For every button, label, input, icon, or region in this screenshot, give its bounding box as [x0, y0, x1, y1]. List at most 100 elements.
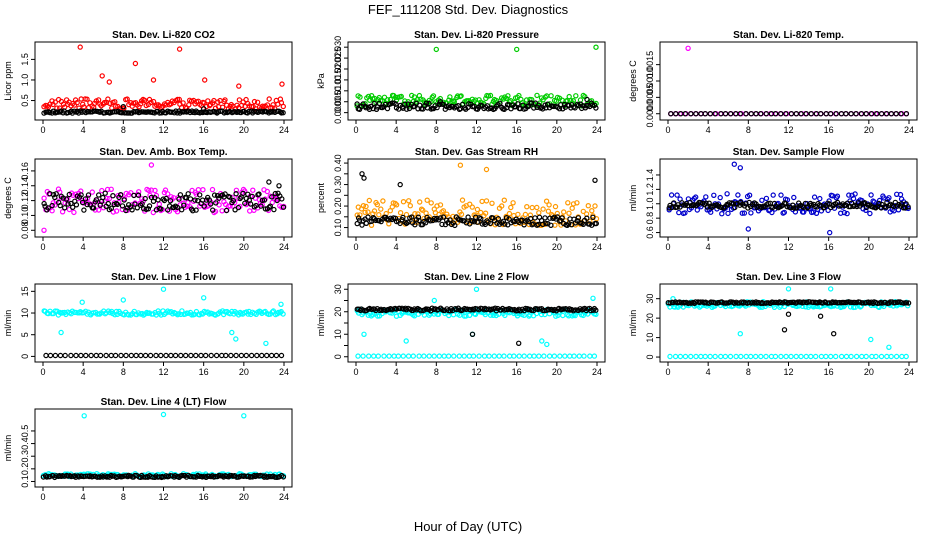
data-point [852, 191, 858, 197]
data-point [178, 352, 184, 359]
data-point [886, 344, 892, 350]
data-point [120, 297, 127, 303]
x-tick-label: 12 [158, 492, 168, 502]
data-point [572, 105, 578, 111]
data-point [583, 211, 590, 217]
data-point [510, 200, 516, 206]
data-point [93, 197, 100, 203]
y-tick-label: 1.4 [645, 169, 655, 182]
data-point [693, 110, 699, 117]
panels-group: Stan. Dev. Li-820 CO2 Licor ppm 0 4 8 12 16 20 2… [3, 30, 918, 502]
data-point [733, 353, 739, 360]
data-point [63, 196, 70, 202]
data-point [112, 352, 119, 359]
data-point [395, 353, 402, 359]
data-point [516, 353, 522, 359]
data-point [484, 103, 490, 109]
data-point [85, 192, 92, 198]
data-point [669, 204, 675, 211]
data-point [111, 108, 118, 115]
data-point [368, 92, 375, 99]
x-tick-label: 12 [158, 125, 168, 135]
data-point [482, 210, 489, 216]
data-point [82, 196, 89, 202]
data-point [574, 101, 581, 108]
data-point [688, 110, 694, 117]
data-point [133, 352, 139, 359]
data-point [83, 352, 89, 359]
data-point [88, 352, 94, 359]
data-point [356, 217, 363, 223]
x-tick-label: 24 [279, 242, 289, 252]
data-point [266, 96, 272, 102]
data-point [491, 353, 497, 359]
data-point [150, 98, 157, 105]
data-point [254, 352, 260, 359]
data-point [539, 338, 545, 344]
panel-title: Stan. Dev. Line 4 (LT) Flow [101, 397, 227, 408]
x-tick-label: 16 [824, 242, 834, 252]
data-point [426, 353, 432, 359]
data-point [456, 353, 462, 359]
data-point [770, 192, 776, 198]
data-point [201, 77, 208, 83]
x-tick-label: 16 [512, 367, 522, 377]
data-point [182, 352, 189, 359]
data-point [676, 209, 682, 216]
data-point [280, 204, 287, 210]
data-point [778, 192, 784, 198]
x-tick-label: 8 [434, 367, 439, 377]
data-point [250, 187, 256, 193]
data-point [393, 306, 400, 312]
data-point [405, 219, 411, 225]
data-point [202, 352, 209, 359]
data-point [873, 353, 879, 360]
panel-frame [659, 283, 918, 363]
data-point [416, 353, 422, 359]
data-point [47, 352, 54, 359]
data-point [437, 95, 443, 102]
data-point [593, 220, 600, 227]
data-point [207, 201, 214, 207]
panel-frame [659, 41, 918, 121]
data-point [506, 353, 513, 359]
x-tick-label: 24 [592, 125, 602, 135]
data-point [247, 201, 254, 207]
data-point [554, 210, 561, 217]
data-point [783, 110, 789, 117]
data-point [470, 353, 477, 359]
data-point [483, 198, 490, 204]
data-point [177, 192, 184, 198]
data-point [850, 195, 857, 202]
data-points [41, 44, 286, 116]
data-point [748, 210, 754, 216]
data-point [205, 98, 211, 104]
x-tick-label: 20 [552, 125, 562, 135]
data-point [543, 198, 550, 204]
data-point [219, 208, 225, 214]
data-point [741, 210, 748, 216]
data-point [190, 207, 196, 214]
data-point [134, 205, 140, 211]
data-point [254, 99, 261, 106]
data-point [406, 198, 412, 204]
data-point [114, 201, 121, 208]
x-tick-label: 0 [40, 125, 45, 135]
data-point [100, 194, 106, 201]
data-point [145, 187, 152, 194]
data-point [702, 110, 709, 117]
data-point [105, 200, 112, 207]
data-point [442, 106, 448, 112]
data-point [785, 311, 792, 317]
x-tick-label: 24 [904, 125, 914, 135]
data-point [707, 353, 713, 360]
data-point [541, 353, 547, 359]
data-point [135, 189, 142, 195]
data-point [397, 209, 404, 216]
data-point [565, 200, 571, 206]
data-point [667, 353, 673, 360]
data-point [536, 353, 542, 359]
data-points [354, 286, 599, 359]
data-point [715, 299, 722, 306]
data-point [280, 103, 286, 110]
